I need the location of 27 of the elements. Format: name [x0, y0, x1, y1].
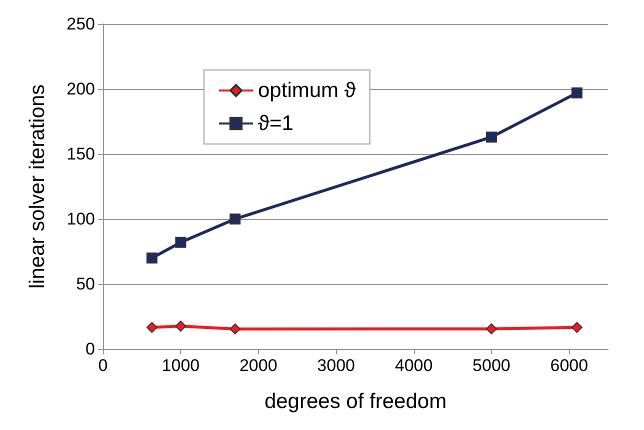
x-tick-label: 6000: [550, 356, 588, 375]
x-tick-label: 3000: [317, 356, 355, 375]
y-tick-label: 250: [66, 14, 95, 34]
x-axis-title: degrees of freedom: [264, 390, 447, 413]
point: [146, 252, 158, 264]
x-tick-label: 4000: [394, 356, 433, 375]
point: [230, 214, 241, 224]
y-axis-title: linear solver iterations: [26, 84, 49, 289]
point: [571, 87, 582, 98]
y-tick-label: 100: [66, 210, 95, 228]
point: [230, 323, 241, 334]
legend-label: optimum ϑ: [258, 79, 356, 102]
y-tick-label: 150: [66, 144, 95, 164]
legend-label: ϑ=1: [258, 112, 294, 135]
point: [486, 132, 497, 143]
x-tick-label: 0: [98, 356, 108, 375]
y-tick-label: 200: [66, 80, 95, 98]
x-tick-label: 2000: [239, 356, 278, 375]
x-tick-label: 1000: [162, 356, 200, 375]
y-tick-label: 0: [86, 340, 95, 358]
y-tick-label: 50: [76, 274, 95, 294]
point: [571, 322, 582, 333]
point: [175, 236, 186, 248]
x-tick-label: 5000: [472, 356, 510, 375]
point: [175, 320, 186, 332]
point: [146, 322, 158, 333]
point: [486, 323, 497, 334]
